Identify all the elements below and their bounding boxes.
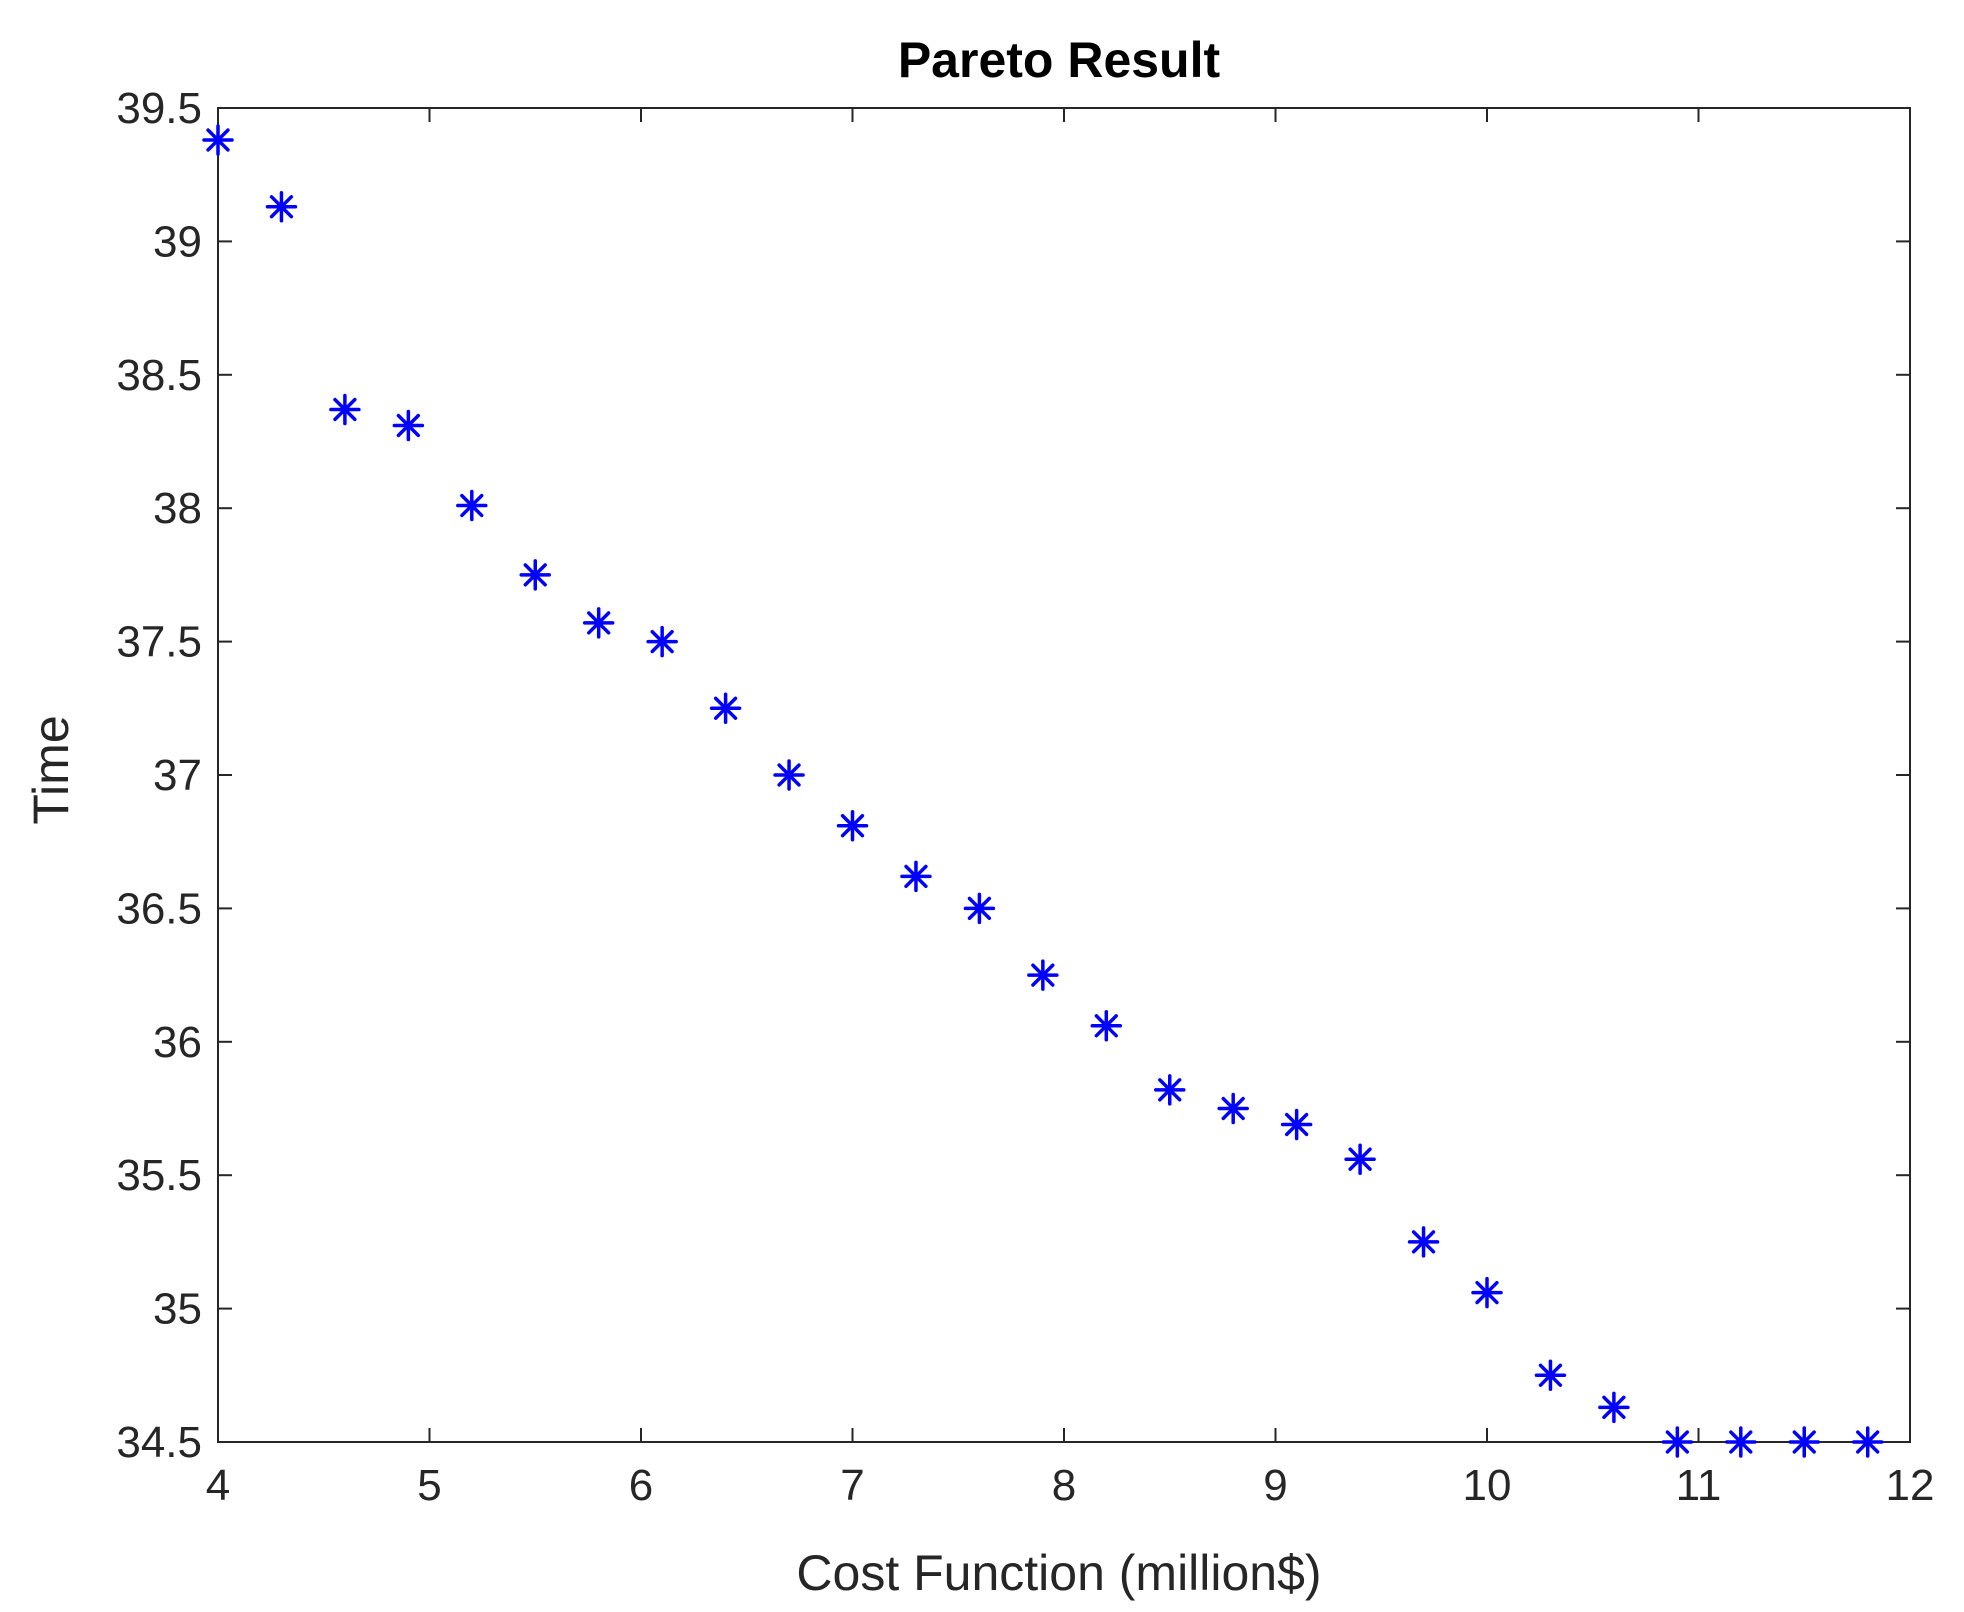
data-point <box>519 559 551 591</box>
y-tick-label: 37 <box>153 751 202 800</box>
x-tick-label: 8 <box>1052 1461 1076 1510</box>
data-point <box>1534 1359 1567 1392</box>
data-point <box>1471 1276 1503 1309</box>
data-point <box>836 809 869 842</box>
data-point <box>582 607 615 639</box>
y-tick-label: 39.5 <box>116 84 202 133</box>
data-point <box>1407 1226 1440 1258</box>
chart-title: Pareto Result <box>898 32 1221 88</box>
x-tick-label: 4 <box>206 1461 230 1510</box>
data-point <box>1725 1426 1757 1458</box>
data-point <box>1154 1074 1186 1106</box>
data-point <box>900 860 932 893</box>
y-tick-label: 38 <box>153 484 202 533</box>
data-point <box>963 892 996 925</box>
data-point <box>1090 1010 1123 1042</box>
data-point <box>1788 1426 1820 1458</box>
data-point <box>265 190 298 223</box>
data-point <box>1217 1092 1249 1125</box>
data-points <box>202 124 1884 1458</box>
y-axis-title: Time <box>23 715 79 824</box>
x-tick-label: 11 <box>1676 1461 1722 1510</box>
axis-ticks <box>217 107 1911 1443</box>
y-tick-label: 36 <box>153 1018 202 1067</box>
x-tick-label: 9 <box>1263 1461 1287 1510</box>
data-point <box>392 409 425 442</box>
y-tick-label: 37.5 <box>116 618 202 667</box>
data-point <box>773 759 805 791</box>
y-tick-label: 35.5 <box>116 1151 202 1200</box>
tick-labels: 4 5 6 7 8 9 10 11 12 34.5 35 35.5 36 36.5 37 37.5 38 38.5… <box>116 84 1934 1510</box>
y-tick-label: 35 <box>153 1285 202 1334</box>
x-axis-title: Cost Function (million$) <box>796 1545 1321 1601</box>
x-tick-label: 6 <box>629 1461 653 1510</box>
x-tick-label: 12 <box>1886 1461 1935 1510</box>
data-point <box>646 625 678 658</box>
data-point <box>709 692 742 725</box>
y-tick-label: 34.5 <box>116 1418 202 1467</box>
x-tick-label: 10 <box>1463 1461 1512 1510</box>
y-tick-label: 36.5 <box>116 884 202 933</box>
data-point <box>202 124 234 156</box>
data-point <box>1661 1426 1694 1458</box>
x-tick-label: 5 <box>417 1461 441 1510</box>
plot-area-frame <box>217 107 1911 1443</box>
data-point <box>1344 1143 1376 1175</box>
x-tick-label: 7 <box>840 1461 864 1510</box>
data-point <box>456 489 488 522</box>
y-tick-label: 39 <box>153 217 202 266</box>
data-point <box>1851 1426 1884 1458</box>
data-point <box>1027 959 1059 991</box>
data-point <box>1598 1391 1630 1424</box>
y-tick-label: 38.5 <box>116 351 202 400</box>
data-point <box>1280 1108 1313 1141</box>
data-point <box>329 393 361 426</box>
